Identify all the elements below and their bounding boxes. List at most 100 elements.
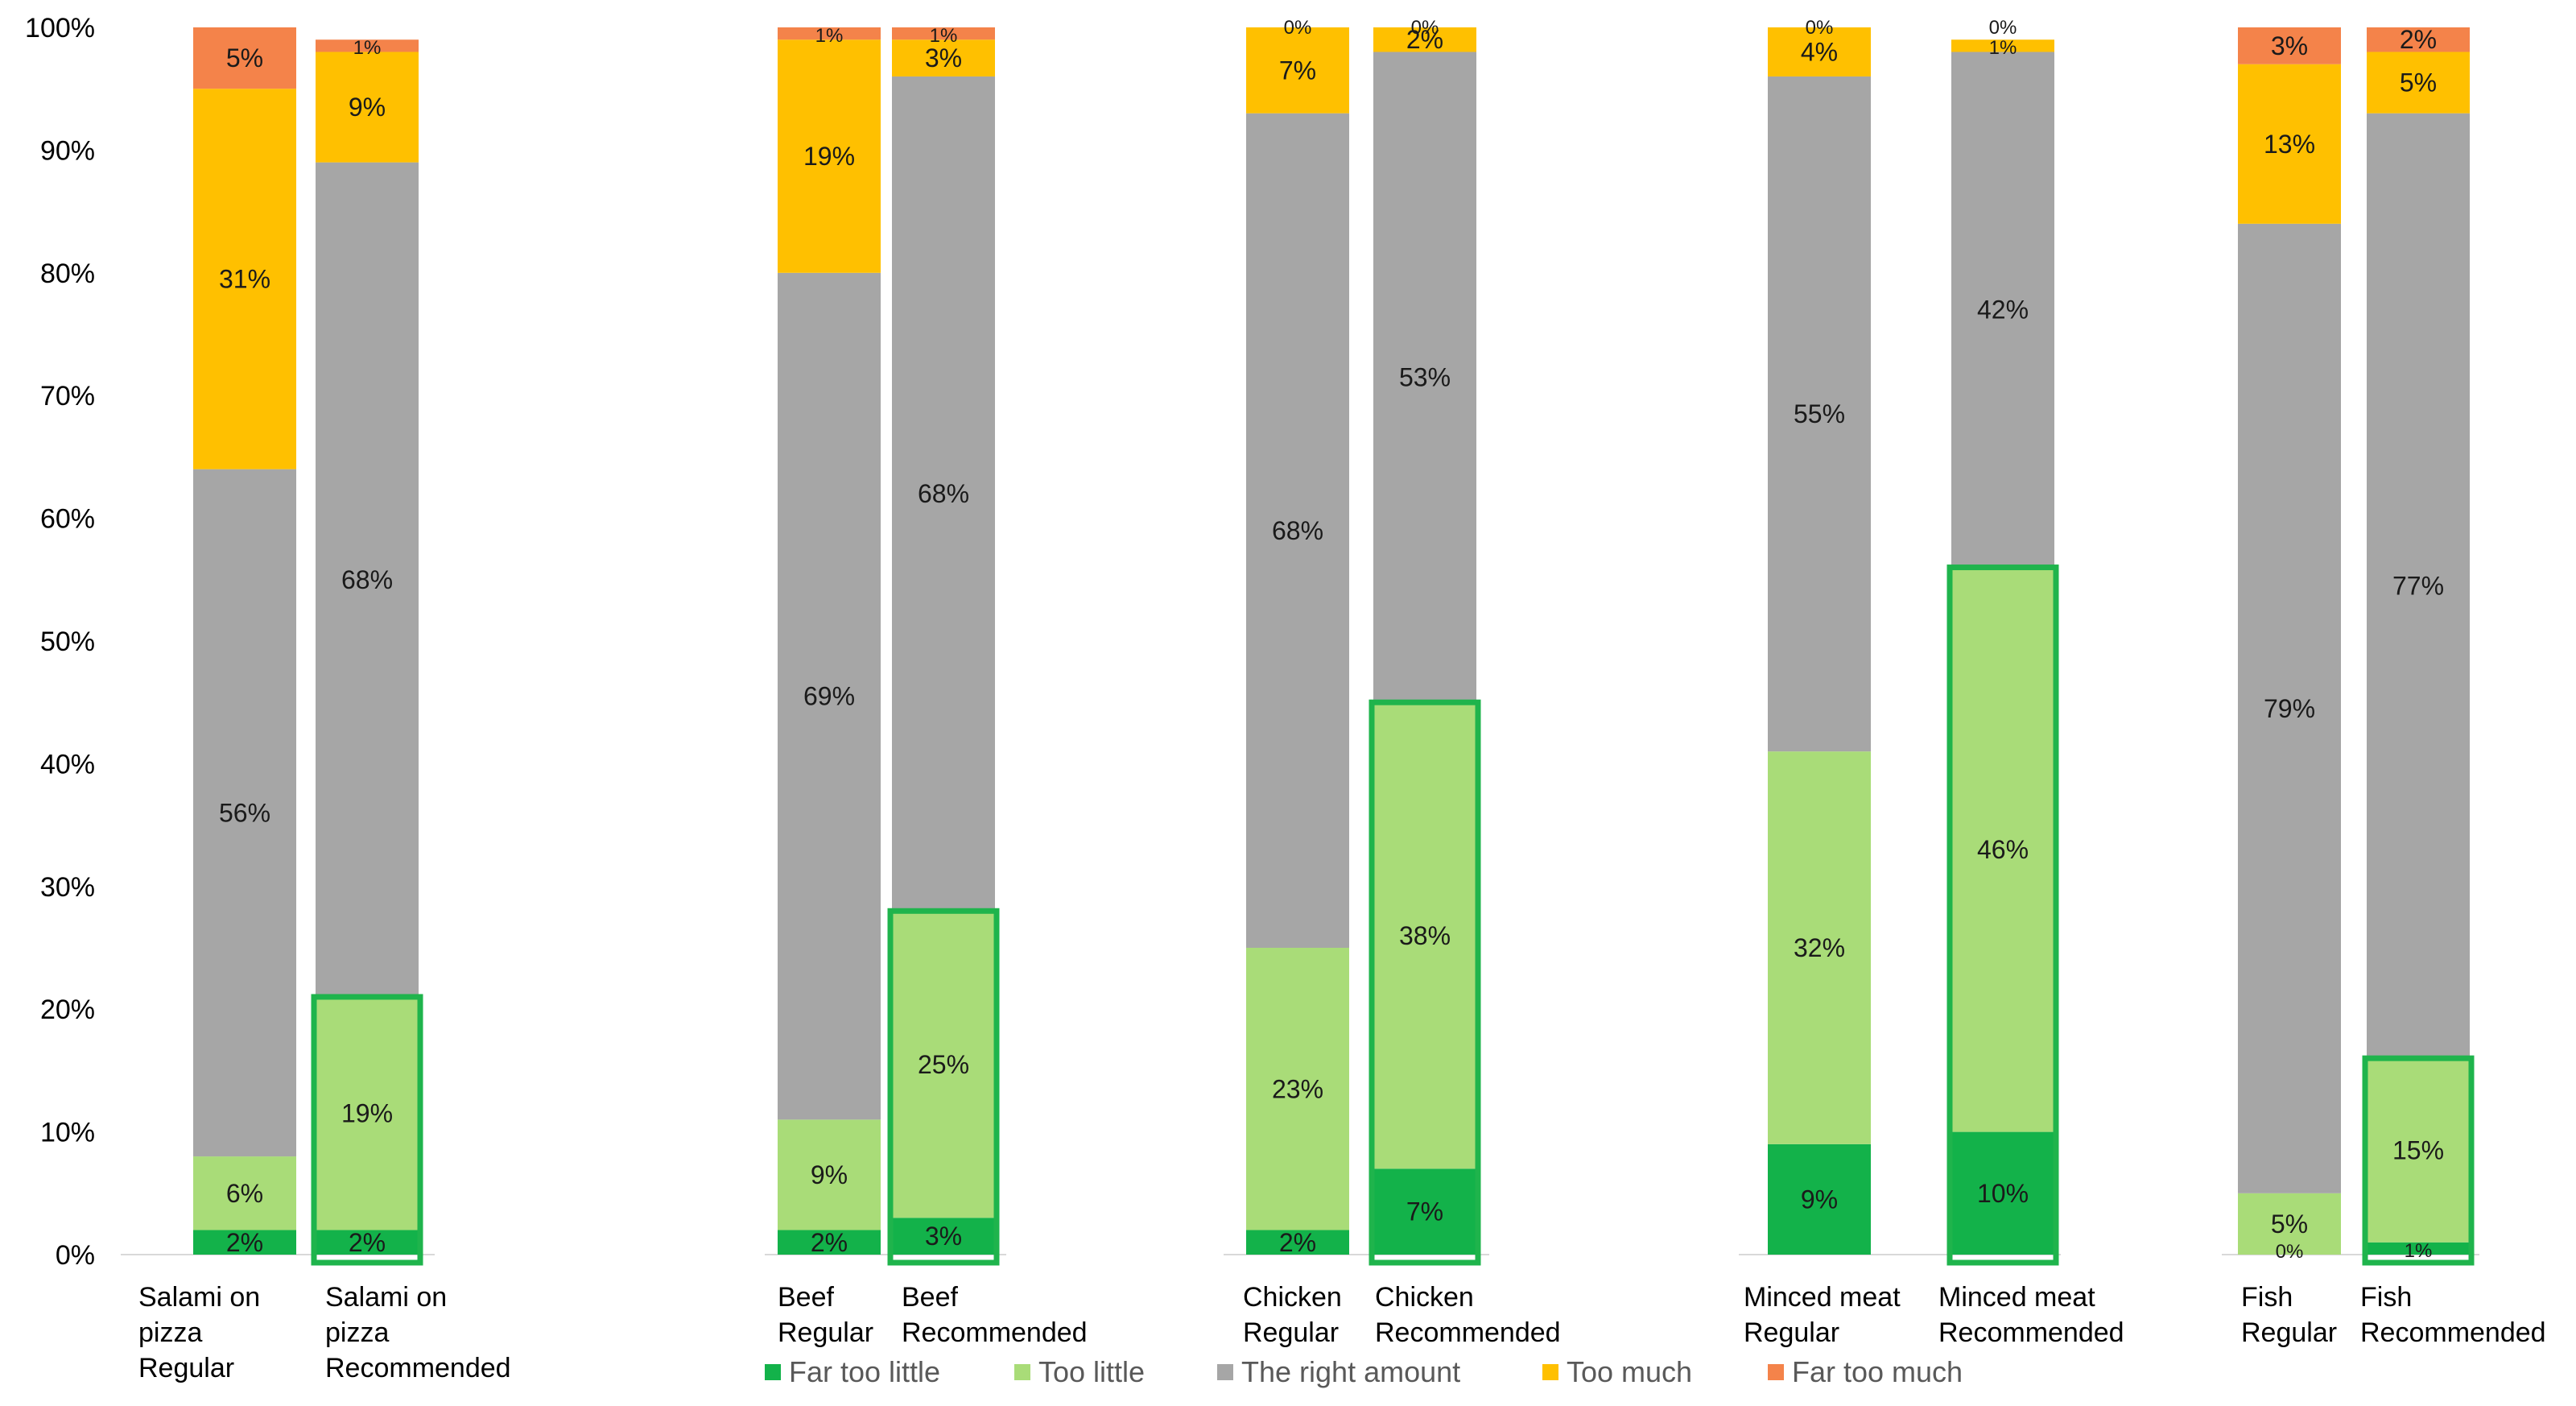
segment-value-label: 10% [1977, 1179, 2029, 1208]
y-tick-label: 100% [25, 13, 95, 43]
y-tick-label: 30% [40, 872, 95, 903]
category-label: Regular [2241, 1317, 2337, 1348]
bar-segment-far-too-much [316, 39, 419, 52]
category-label: Fish [2241, 1282, 2293, 1313]
y-tick-label: 60% [40, 504, 95, 535]
bar-segment-far-too-much [193, 27, 296, 89]
bar-segment-far-too-much [892, 27, 995, 40]
y-tick-label: 70% [40, 381, 95, 411]
bar-segment-right-amount [316, 162, 419, 997]
highlight-outline [1368, 699, 1481, 1266]
segment-value-label: 9% [811, 1160, 848, 1189]
highlight-outline [887, 908, 1000, 1266]
bar-segment-right-amount [193, 469, 296, 1157]
y-tick-label: 50% [40, 626, 95, 657]
legend-swatch-right-amount [1217, 1364, 1233, 1380]
bar-segment-too-little [1768, 751, 1871, 1144]
category-label: Regular [138, 1353, 234, 1383]
bar-segment-too-much [1373, 27, 1476, 52]
segment-value-label: 9% [349, 93, 386, 122]
bar-segment-too-much [1768, 27, 1871, 77]
category-label: Recommended [902, 1317, 1088, 1348]
legend-swatch-far-too-much [1768, 1364, 1784, 1380]
segment-value-label: 69% [803, 682, 855, 711]
segment-value-label: 19% [341, 1099, 393, 1128]
category-label: pizza [138, 1317, 202, 1348]
segment-value-label: 2% [811, 1228, 848, 1257]
segment-value-label: 2% [1406, 25, 1443, 54]
segment-value-label: 1% [1989, 37, 2017, 59]
bar-segment-right-amount [2238, 223, 2341, 1193]
bar-segment-right-amount [1951, 52, 2054, 568]
bar-segment-too-little [892, 911, 995, 1218]
bar-segment-right-amount [778, 272, 881, 1120]
y-tick-label: 90% [40, 135, 95, 166]
segment-value-label: 1% [930, 25, 958, 47]
segment-value-label: 68% [1272, 516, 1323, 545]
bar-segment-too-little [193, 1156, 296, 1230]
bar-segment-far-too-much [2367, 27, 2470, 52]
bar-segment-too-little [2238, 1193, 2341, 1255]
category-label: Recommended [2360, 1317, 2546, 1348]
segment-value-label: 42% [1977, 296, 2029, 325]
segment-value-label: 2% [1279, 1228, 1316, 1257]
legend-label-too-little: Too little [1038, 1355, 1145, 1388]
bar-segment-too-little [2367, 1058, 2470, 1243]
category-label: Chicken [1243, 1282, 1342, 1313]
legend-label-too-much: Too much [1567, 1355, 1692, 1388]
segment-value-label: 3% [925, 43, 962, 72]
y-tick-label: 0% [56, 1240, 95, 1271]
bars-layer [193, 27, 2475, 1266]
bar-segment-far-too-little [778, 1230, 881, 1255]
legend: Far too little Too little The right amount… [765, 1355, 1963, 1388]
bar-segment-far-too-little [1951, 1131, 2054, 1255]
bar-segment-right-amount [1246, 113, 1349, 949]
legend-swatch-too-much [1542, 1364, 1558, 1380]
category-label: Beef [778, 1282, 834, 1313]
category-label: Minced meat [1744, 1282, 1901, 1313]
bar-segment-too-much [193, 89, 296, 469]
y-tick-label: 40% [40, 749, 95, 780]
legend-swatch-too-little [1014, 1364, 1030, 1380]
category-label: pizza [325, 1317, 389, 1348]
segment-value-label: 25% [918, 1050, 969, 1079]
bar-segment-too-much [778, 39, 881, 273]
bar-segment-too-little [1951, 567, 2054, 1132]
bar-segment-too-much [2367, 52, 2470, 114]
segment-value-label: 5% [2400, 68, 2437, 97]
segment-value-label: 38% [1399, 921, 1451, 950]
segment-value-label: 0% [1411, 17, 1439, 39]
bar-segment-right-amount [1373, 52, 1476, 703]
bar-segment-too-much [1246, 27, 1349, 114]
segment-value-label: 0% [1806, 17, 1834, 39]
highlight-outline [311, 994, 423, 1266]
category-label: Recommended [1375, 1317, 1561, 1348]
segment-value-label: 5% [226, 43, 263, 72]
segment-value-label: 7% [1406, 1197, 1443, 1226]
bar-segment-too-little [1246, 948, 1349, 1230]
category-label: Fish [2360, 1282, 2412, 1313]
bar-segment-far-too-much [778, 27, 881, 40]
segment-value-label: 0% [1989, 17, 2017, 39]
bar-segment-too-little [778, 1119, 881, 1230]
segment-value-label: 15% [2392, 1135, 2444, 1164]
segment-value-label: 79% [2264, 694, 2315, 723]
bar-segment-far-too-little [892, 1218, 995, 1255]
segment-value-label: 0% [1284, 17, 1312, 39]
category-label: Regular [1744, 1317, 1839, 1348]
segment-value-label: 1% [815, 25, 844, 47]
bar-segment-right-amount [1768, 76, 1871, 752]
bar-segment-far-too-little [193, 1230, 296, 1255]
segment-value-label: 19% [803, 142, 855, 171]
segment-value-label: 55% [1794, 399, 1845, 428]
segment-value-label: 23% [1272, 1074, 1323, 1103]
segment-value-label: 31% [219, 264, 270, 293]
segment-labels-layer: 2%6%56%31%5%2%19%68%9%1%2%9%69%19%1%3%25… [219, 17, 2444, 1263]
y-tick-label: 10% [40, 1118, 95, 1148]
legend-label-right-amount: The right amount [1241, 1355, 1460, 1388]
segment-value-label: 3% [925, 1222, 962, 1251]
bar-segment-too-much [316, 52, 419, 163]
category-label: Beef [902, 1282, 958, 1313]
segment-value-label: 2% [226, 1228, 263, 1257]
segment-value-label: 5% [2271, 1210, 2308, 1239]
